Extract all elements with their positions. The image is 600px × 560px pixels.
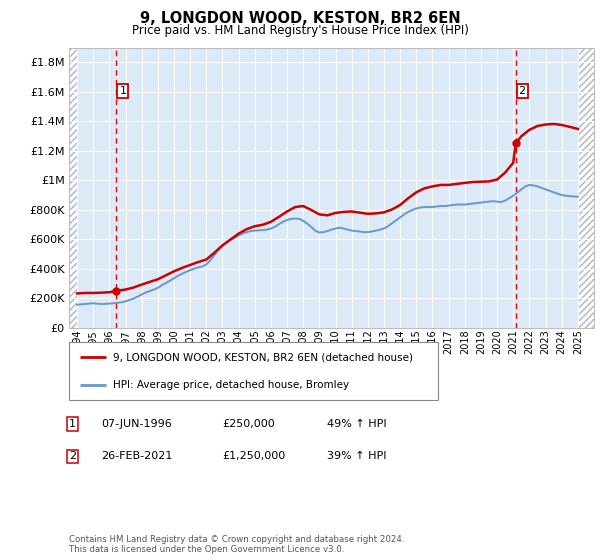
Text: 49% ↑ HPI: 49% ↑ HPI <box>327 419 386 429</box>
Text: £250,000: £250,000 <box>222 419 275 429</box>
Bar <box>69 48 77 328</box>
Text: £1,250,000: £1,250,000 <box>222 451 285 461</box>
Text: 26-FEB-2021: 26-FEB-2021 <box>101 451 172 461</box>
Text: 9, LONGDON WOOD, KESTON, BR2 6EN: 9, LONGDON WOOD, KESTON, BR2 6EN <box>140 11 460 26</box>
Text: 07-JUN-1996: 07-JUN-1996 <box>101 419 172 429</box>
Text: Contains HM Land Registry data © Crown copyright and database right 2024.
This d: Contains HM Land Registry data © Crown c… <box>69 535 404 554</box>
Text: 9, LONGDON WOOD, KESTON, BR2 6EN (detached house): 9, LONGDON WOOD, KESTON, BR2 6EN (detach… <box>113 352 413 362</box>
Text: HPI: Average price, detached house, Bromley: HPI: Average price, detached house, Brom… <box>113 380 349 390</box>
Text: 39% ↑ HPI: 39% ↑ HPI <box>327 451 386 461</box>
Text: 1: 1 <box>119 86 127 96</box>
Text: 2: 2 <box>518 86 526 96</box>
Text: Price paid vs. HM Land Registry's House Price Index (HPI): Price paid vs. HM Land Registry's House … <box>131 24 469 36</box>
Bar <box>578 48 594 328</box>
FancyBboxPatch shape <box>69 342 438 400</box>
Text: 1: 1 <box>69 419 76 429</box>
Text: 2: 2 <box>69 451 76 461</box>
